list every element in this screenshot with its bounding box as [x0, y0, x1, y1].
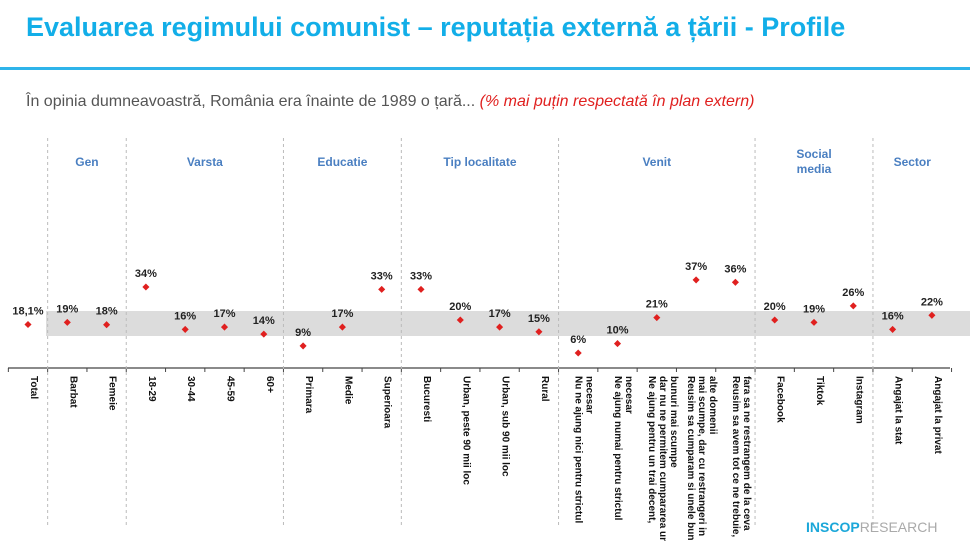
- category-label: 18-29: [146, 376, 157, 402]
- data-label: 19%: [56, 303, 78, 315]
- data-point: [378, 285, 386, 293]
- data-point: [849, 302, 857, 310]
- data-point: [417, 285, 425, 293]
- group-label: Sector: [894, 155, 932, 169]
- data-point: [299, 342, 307, 350]
- group-label: Gen: [75, 155, 98, 169]
- data-label: 18%: [96, 306, 118, 318]
- group-label: Social media: [796, 147, 831, 176]
- data-label: 10%: [606, 325, 628, 337]
- data-point: [535, 328, 543, 336]
- data-label: 16%: [882, 310, 904, 322]
- data-point: [103, 321, 111, 329]
- category-label: Bucuresti: [421, 376, 432, 422]
- group-label: Venit: [642, 155, 671, 169]
- data-label: 17%: [489, 308, 511, 320]
- data-label: 17%: [213, 308, 235, 320]
- inscop-logo: INSCOPRESEARCH: [806, 519, 937, 535]
- category-label: Nu ne ajung nici pentru strictulnecesar: [573, 376, 595, 523]
- data-label: 22%: [921, 296, 943, 308]
- data-point: [613, 340, 622, 348]
- data-label: 16%: [174, 310, 196, 322]
- page-title: Evaluarea regimului comunist – reputația…: [26, 12, 846, 42]
- data-point: [63, 318, 71, 326]
- data-label: 21%: [646, 299, 668, 311]
- data-label: 33%: [410, 270, 432, 282]
- data-point: [338, 323, 346, 331]
- category-label: Tiktok: [814, 376, 825, 406]
- data-point: [653, 314, 661, 322]
- data-point: [574, 349, 582, 357]
- data-point: [181, 325, 189, 333]
- category-label: Reusim sa avem tot ce ne trebuie,fara sa…: [730, 376, 752, 537]
- category-label: 30-44: [185, 376, 196, 402]
- category-label: Reusim sa cumparam si unele bunurimai sc…: [685, 376, 718, 541]
- category-label: Medie: [342, 376, 353, 405]
- category-label: 45-59: [225, 376, 236, 402]
- data-label: 34%: [135, 268, 157, 280]
- question-text: În opinia dumneavoastră, România era îna…: [26, 93, 754, 111]
- category-label: Total: [28, 376, 39, 399]
- data-label: 33%: [371, 270, 393, 282]
- category-label: Barbat: [67, 376, 78, 408]
- data-label: 36%: [724, 263, 746, 275]
- category-label: Angajat la privat: [932, 376, 943, 454]
- data-point: [496, 323, 504, 331]
- data-point: [810, 318, 818, 326]
- category-label: Facebook: [775, 376, 786, 423]
- data-point: [692, 276, 700, 284]
- data-label: 19%: [803, 303, 825, 315]
- data-point: [260, 330, 268, 338]
- data-point: [24, 320, 32, 329]
- category-label: Femeie: [107, 376, 118, 411]
- category-label: Rural: [539, 376, 550, 402]
- title-divider: [0, 67, 970, 70]
- data-label: 20%: [764, 301, 786, 313]
- category-label: Instagram: [853, 376, 864, 424]
- group-label: Educatie: [317, 155, 367, 169]
- category-label: Ne ajung numai pentru strictulnecesar: [612, 376, 634, 521]
- category-label: Urban, sub 90 mii loc: [500, 376, 511, 477]
- data-point: [889, 325, 897, 333]
- data-point: [731, 278, 739, 286]
- data-label: 15%: [528, 313, 550, 325]
- data-label: 9%: [295, 327, 311, 339]
- data-label: 6%: [570, 334, 586, 346]
- data-label: 14%: [253, 315, 275, 327]
- category-label: Ne ajung pentru un trai decent,dar nu ne…: [646, 376, 679, 541]
- category-label: Angajat la stat: [893, 376, 904, 445]
- group-label: Tip localitate: [443, 155, 516, 169]
- data-label: 26%: [842, 287, 864, 299]
- data-point: [456, 316, 464, 324]
- logo-brand: INSCOP: [806, 519, 860, 535]
- data-point: [928, 311, 936, 319]
- category-label: Urban, peste 90 mii loc: [460, 376, 471, 485]
- data-point: [142, 283, 150, 291]
- category-label: Superioara: [382, 376, 393, 429]
- logo-suffix: RESEARCH: [859, 519, 938, 535]
- group-label: Varsta: [187, 155, 223, 169]
- category-label: Primara: [303, 376, 314, 414]
- data-point: [771, 316, 779, 324]
- data-point: [220, 323, 229, 331]
- question-measure: (% mai puțin respectată în plan extern): [479, 93, 755, 110]
- data-label: 20%: [449, 301, 471, 313]
- category-label: 60+: [264, 376, 275, 393]
- data-label: 37%: [685, 261, 707, 273]
- question: În opinia dumneavoastră, România era îna…: [26, 93, 476, 110]
- data-label: 17%: [331, 308, 353, 320]
- data-label: 18,1%: [12, 305, 43, 317]
